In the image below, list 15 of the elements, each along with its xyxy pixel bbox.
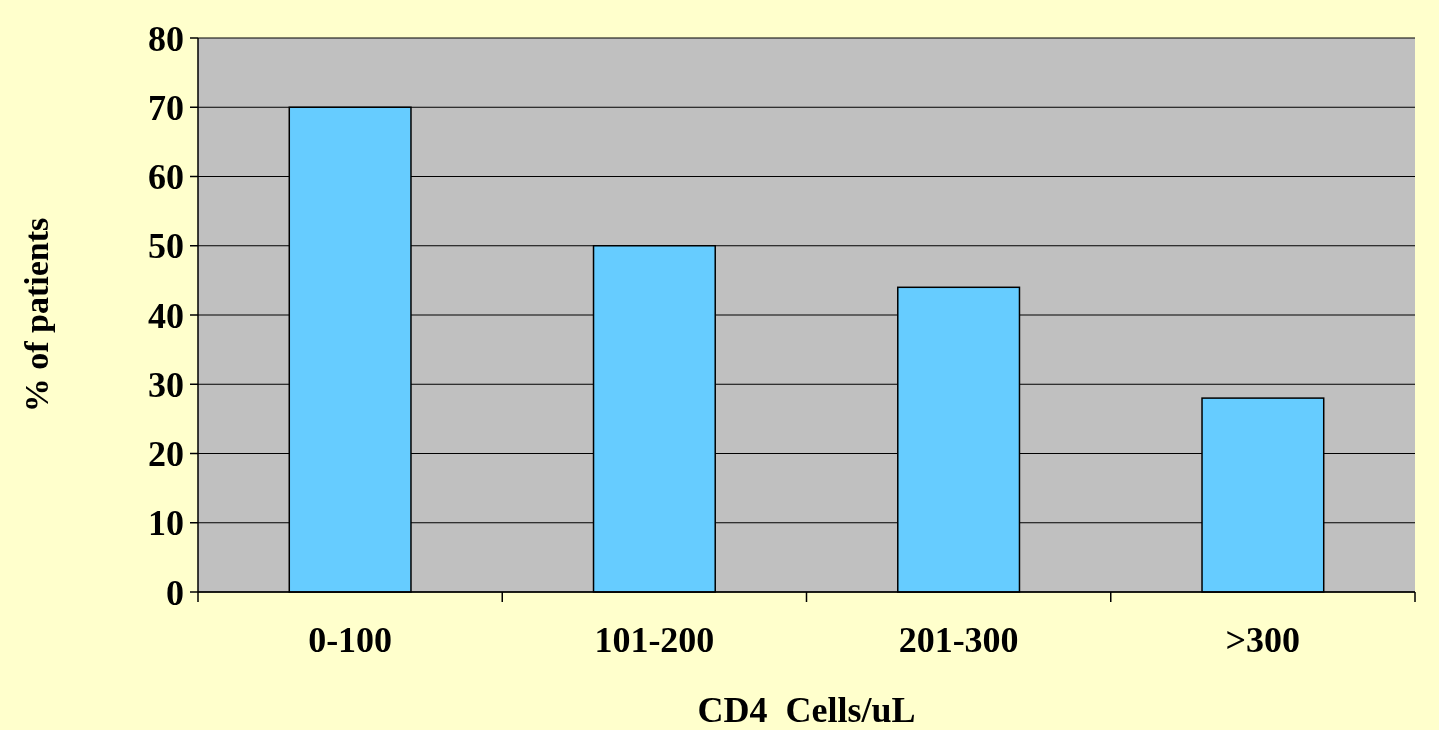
x-tick-label: 201-300 [898,620,1019,660]
y-tick-label: 70 [148,87,184,128]
y-tick-label: 30 [148,364,184,405]
y-tick-label: 80 [148,18,184,59]
x-tick-label: 101-200 [594,620,715,660]
y-tick-label: 10 [148,503,184,544]
y-axis-title: % of patients [18,217,55,413]
y-tick-label: 60 [148,157,184,198]
x-axis-title: CD4 Cells/uL [697,690,916,730]
x-tick-label: >300 [1225,620,1301,660]
x-tick-label: 0-100 [308,620,393,660]
y-tick-label: 50 [148,226,184,267]
y-tick-label: 20 [148,434,184,475]
y-tick-label: 40 [148,295,184,336]
y-tick-label: 0 [166,572,184,613]
